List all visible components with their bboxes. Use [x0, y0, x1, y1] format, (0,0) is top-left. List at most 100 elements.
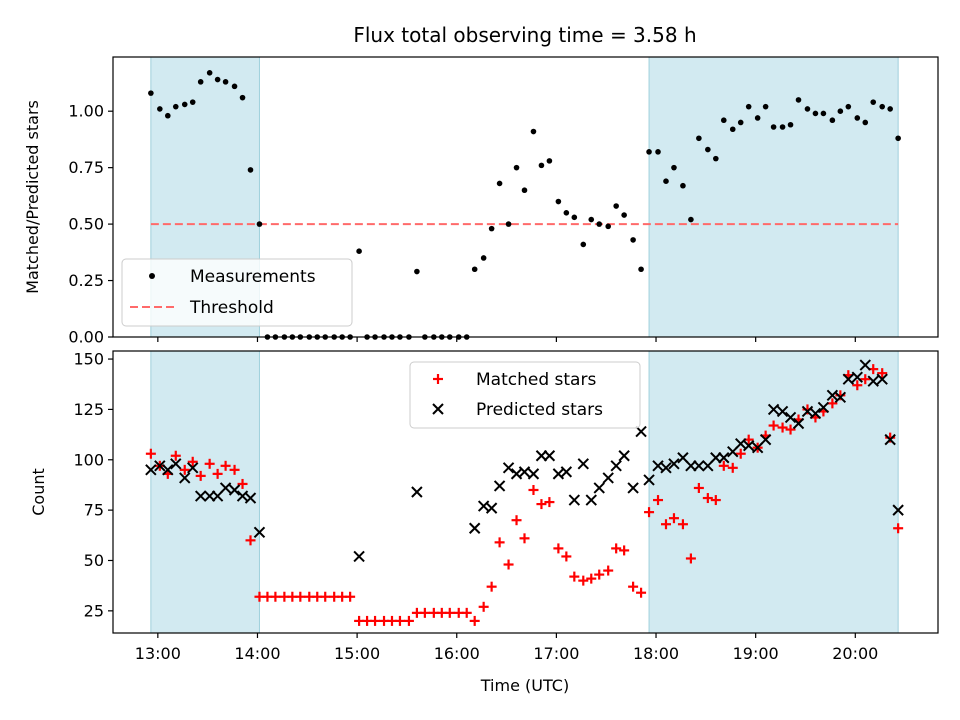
matched-star-marker	[553, 543, 564, 554]
top-y-tick-label: 0.25	[68, 271, 104, 290]
predicted-star-marker	[610, 460, 622, 472]
measurement-point	[197, 79, 204, 85]
matched-star-marker	[469, 615, 480, 626]
predicted-star-marker	[468, 522, 481, 534]
measurement-point	[488, 225, 495, 232]
predicted-star-marker	[859, 359, 871, 371]
legend-threshold-label: Threshold	[189, 298, 274, 318]
top-y-axis-label: Matched/Predicted stars	[23, 100, 42, 294]
matched-star-marker	[536, 499, 547, 510]
matched-star-marker	[777, 422, 788, 433]
matched-star-marker	[195, 470, 206, 481]
predicted-star-marker	[228, 484, 241, 496]
measurement-point	[214, 76, 221, 83]
matched-star-marker	[860, 374, 871, 385]
matched-star-marker	[320, 591, 331, 602]
x-tick-label: 13:00	[135, 644, 181, 663]
top-y-tick-label: 0.50	[68, 215, 104, 234]
measurement-point	[621, 212, 627, 218]
bottom-legend-box	[409, 361, 641, 429]
matched-star-marker	[628, 581, 639, 592]
matched-star-marker	[718, 460, 729, 471]
matched-star-marker	[586, 573, 597, 584]
matched-star-marker	[636, 587, 647, 598]
bottom-y-axis-label: Count	[29, 468, 48, 516]
measurement-point	[812, 110, 819, 117]
predicted-star-marker	[253, 526, 266, 538]
measurement-point	[879, 103, 886, 110]
matched-star-marker	[578, 575, 589, 586]
x-tick-label: 17:00	[533, 644, 579, 663]
matched-star-marker	[785, 424, 796, 435]
matched-star-marker	[603, 565, 614, 576]
measurement-point	[571, 214, 578, 221]
top-y-tick-label: 0.00	[68, 328, 104, 347]
x-tick-label: 18:00	[633, 644, 679, 663]
matched-star-marker	[237, 478, 248, 489]
measurement-point	[837, 108, 844, 114]
x-tick-label: 15:00	[334, 644, 380, 663]
matched-star-marker	[677, 519, 688, 530]
predicted-stars-markers	[145, 359, 904, 563]
predicted-star-marker	[154, 460, 166, 472]
matched-star-marker	[204, 458, 215, 469]
measurement-point	[862, 119, 869, 126]
matched-star-marker	[519, 533, 530, 544]
measurement-point	[231, 83, 238, 90]
matched-star-marker	[569, 571, 580, 582]
chart-title: Flux total observing time = 3.58 h	[353, 23, 696, 47]
x-axis-label: Time (UTC)	[480, 676, 569, 695]
measurement-point	[256, 221, 263, 227]
measurement-point	[787, 121, 794, 128]
matched-star-marker	[710, 495, 721, 506]
top-shaded-intervals	[150, 57, 899, 337]
legend-measurements-label: Measurements	[190, 267, 316, 287]
legend-matched-marker	[433, 374, 443, 384]
predicted-star-marker	[527, 468, 540, 480]
matched-star-marker	[295, 591, 306, 602]
predicted-star-marker	[353, 550, 365, 563]
legend-matched-label: Matched stars	[476, 370, 596, 390]
measurement-point	[887, 106, 893, 112]
measurement-point	[521, 187, 528, 194]
predicted-star-marker	[187, 462, 199, 474]
legend-measurements-marker	[149, 273, 155, 279]
predicted-star-marker	[784, 411, 797, 424]
measurement-point	[563, 210, 570, 216]
predicted-star-marker	[635, 425, 647, 438]
legend-predicted-label: Predicted stars	[476, 400, 603, 420]
matched-star-marker	[444, 607, 455, 618]
measurement-point	[148, 90, 154, 96]
bottom-y-tick-label: 50	[84, 551, 104, 570]
measurement-point	[680, 182, 686, 189]
matched-star-marker	[270, 591, 281, 602]
predicted-star-marker	[493, 480, 506, 492]
bottom-y-tick-label: 75	[84, 501, 104, 520]
top-axes-frame	[112, 56, 939, 338]
bottom-y-tick-label: 100	[73, 450, 104, 469]
predicted-star-marker	[170, 458, 182, 470]
matched-star-marker	[877, 368, 888, 379]
bottom-legend: Matched stars Predicted stars	[409, 361, 641, 429]
predicted-star-marker	[643, 474, 655, 486]
measurement-point	[555, 198, 562, 205]
measurement-point	[770, 124, 777, 130]
predicted-star-marker	[718, 452, 730, 464]
measurement-point	[356, 248, 362, 254]
predicted-star-marker	[179, 472, 191, 484]
x-tick-label: 16:00	[434, 644, 480, 663]
matched-star-marker	[494, 537, 505, 548]
measurement-point	[804, 106, 811, 112]
measurement-point	[513, 164, 520, 171]
predicted-star-marker	[884, 433, 896, 446]
matched-star-marker	[245, 535, 256, 546]
predicted-star-marker	[219, 482, 232, 494]
measurement-point	[222, 79, 229, 85]
measurement-point	[505, 221, 512, 227]
measurement-point	[671, 164, 677, 171]
x-tick-label: 19:00	[733, 644, 779, 663]
top-legend-box	[121, 258, 353, 327]
measurement-point	[779, 124, 786, 130]
measurement-point	[538, 162, 545, 169]
